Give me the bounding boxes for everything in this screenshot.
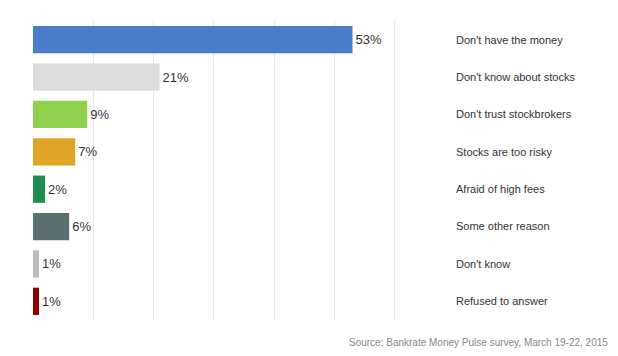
svg-text:Don't know: Don't know	[456, 258, 510, 270]
svg-text:Don't trust stockbrokers: Don't trust stockbrokers	[456, 108, 572, 120]
svg-text:7%: 7%	[78, 144, 97, 159]
svg-text:2%: 2%	[48, 182, 67, 197]
svg-text:Source: Bankrate Money Pulse s: Source: Bankrate Money Pulse survey, Mar…	[349, 337, 608, 348]
svg-text:Don't have the money: Don't have the money	[456, 34, 563, 46]
svg-text:21%: 21%	[163, 70, 189, 85]
svg-text:Some other reason: Some other reason	[456, 220, 550, 232]
svg-text:53%: 53%	[356, 32, 382, 47]
svg-text:Stocks are too risky: Stocks are too risky	[456, 146, 552, 158]
svg-text:1%: 1%	[42, 294, 61, 309]
svg-text:9%: 9%	[90, 107, 109, 122]
svg-text:Refused to answer: Refused to answer	[456, 295, 548, 307]
svg-text:Afraid of high fees: Afraid of high fees	[456, 183, 545, 195]
svg-text:Don't know about stocks: Don't know about stocks	[456, 71, 575, 83]
svg-text:6%: 6%	[72, 219, 91, 234]
svg-text:1%: 1%	[42, 256, 61, 271]
